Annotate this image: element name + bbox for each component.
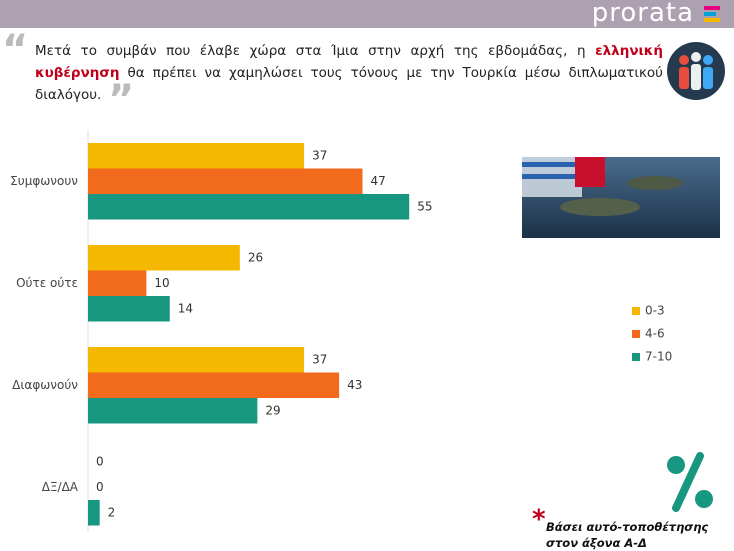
value-label: 37 bbox=[312, 352, 327, 366]
legend-swatch bbox=[632, 330, 640, 338]
logo-bar bbox=[704, 12, 716, 16]
legend-label: 7-10 bbox=[645, 350, 672, 364]
question-text: θα πρέπει να χαμηλώσει τους τόνους με τη… bbox=[35, 65, 663, 103]
value-label: 55 bbox=[417, 199, 432, 213]
logo-bar bbox=[704, 18, 720, 22]
photo bbox=[522, 157, 720, 238]
header-band: prorata bbox=[0, 0, 734, 28]
bar bbox=[88, 194, 410, 220]
value-label: 0 bbox=[96, 454, 104, 468]
bar bbox=[88, 347, 305, 373]
value-label: 26 bbox=[248, 250, 263, 264]
category-label: Διαφωνούν bbox=[12, 378, 78, 392]
bar bbox=[88, 296, 170, 322]
category-label: Ούτε ούτε bbox=[16, 276, 78, 290]
value-label: 29 bbox=[265, 403, 280, 417]
value-label: 2 bbox=[108, 505, 116, 519]
legend-swatch bbox=[632, 353, 640, 361]
bar bbox=[88, 143, 305, 169]
quote-mark: ” bbox=[108, 77, 134, 123]
asterisk: * bbox=[532, 505, 546, 535]
bar bbox=[88, 398, 258, 424]
brand: prorata bbox=[591, 0, 694, 28]
category-label: Συμφωνουν bbox=[10, 174, 78, 188]
question-text: Μετά το συμβάν που έλαβε χώρα στα Ίμια σ… bbox=[35, 43, 596, 59]
value-label: 47 bbox=[370, 174, 385, 188]
value-label: 10 bbox=[154, 276, 169, 290]
logo-bar bbox=[704, 6, 720, 10]
value-label: 14 bbox=[178, 301, 193, 315]
footnote: Βάσει αυτό-τοποθέτησης στον άξονα Α-Δ bbox=[546, 520, 709, 550]
bar bbox=[88, 500, 100, 526]
quote-mark: “ bbox=[2, 27, 28, 73]
bar bbox=[88, 270, 147, 296]
bar bbox=[88, 372, 340, 398]
value-label: 43 bbox=[347, 378, 362, 392]
value-label: 0 bbox=[96, 480, 104, 494]
people-icon bbox=[667, 42, 725, 100]
legend-label: 4-6 bbox=[645, 327, 665, 341]
bar bbox=[88, 245, 240, 271]
legend-label: 0-3 bbox=[645, 304, 665, 318]
value-label: 37 bbox=[312, 148, 327, 162]
category-label: ΔΞ/ΔΑ bbox=[42, 480, 79, 494]
question: Μετά το συμβάν που έλαβε χώρα στα Ίμια σ… bbox=[35, 40, 663, 106]
percent-icon bbox=[667, 452, 713, 512]
question-highlight: ελληνική κυβέρνηση bbox=[35, 43, 663, 81]
bar bbox=[88, 168, 363, 194]
legend-swatch bbox=[632, 307, 640, 315]
